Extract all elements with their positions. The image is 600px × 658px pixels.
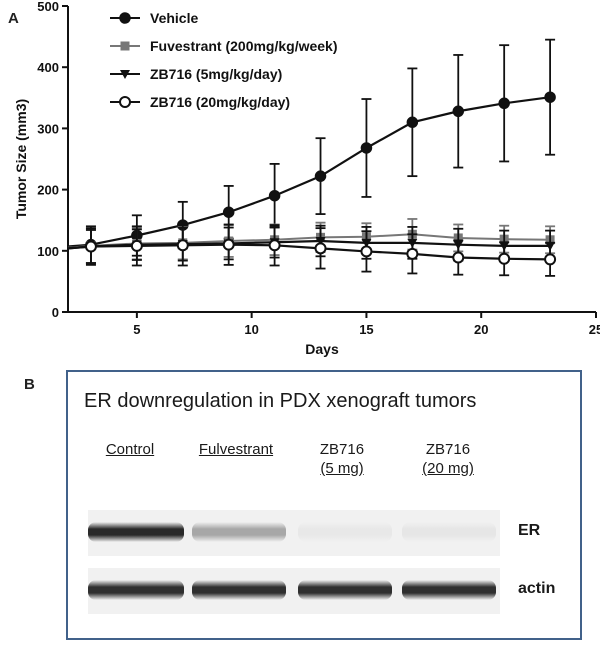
- er-band-control: [88, 522, 184, 542]
- data-point: [360, 142, 373, 154]
- data-point: [360, 245, 373, 258]
- actin-band-fulvestrant: [192, 580, 286, 600]
- series-line-0: [67, 96, 551, 248]
- data-point: [268, 189, 281, 202]
- legend-entry: Vehicle: [150, 10, 198, 26]
- data-point: [314, 170, 327, 182]
- actin-band-control: [88, 580, 184, 600]
- data-point: [544, 91, 556, 103]
- legend-marker: [120, 70, 130, 79]
- legend-marker: [120, 41, 130, 51]
- x-axis-label: Days: [305, 341, 339, 357]
- legend-marker: [119, 96, 131, 108]
- data-point: [222, 206, 235, 218]
- lane-label-control: Control: [105, 441, 155, 458]
- legend-entry: ZB716 (5mg/kg/day): [150, 66, 282, 82]
- y-tick-label: 300: [37, 121, 59, 136]
- actin-band-zb716-5mg: [298, 580, 392, 600]
- x-tick-label: 5: [133, 322, 140, 337]
- data-point: [130, 239, 143, 252]
- actin-band-zb716-20mg: [402, 580, 496, 600]
- row-label-actin: actin: [518, 580, 556, 597]
- data-point: [498, 252, 511, 265]
- data-point: [268, 239, 281, 252]
- y-tick-label: 0: [52, 305, 59, 320]
- legend-entry: ZB716 (20mg/kg/day): [150, 94, 290, 110]
- lane-label-fulvestrant: Fulvestrant: [198, 441, 274, 458]
- y-axis-label: Tumor Size (mm3): [13, 99, 29, 219]
- x-tick-label: 15: [359, 322, 373, 337]
- western-blot-panel: ER downregulation in PDX xenograft tumor…: [66, 370, 582, 640]
- data-point: [222, 238, 235, 251]
- tumor-growth-chart: 5 10 15 20 25 0 100 200 300 400 500 Days Tumor Size …: [13, 0, 600, 357]
- data-point: [544, 253, 557, 266]
- er-band-zb716-5mg: [298, 522, 392, 542]
- panel-b-letter: B: [24, 376, 35, 393]
- data-point: [176, 239, 189, 252]
- actin-band-strip: [88, 568, 500, 614]
- lane-label-zb716-20mg: ZB716 (20 mg): [422, 441, 474, 477]
- legend-marker: [119, 12, 131, 24]
- data-point: [406, 116, 419, 129]
- y-tick-label: 200: [37, 183, 59, 198]
- data-point: [452, 251, 465, 264]
- data-point: [84, 240, 97, 253]
- er-band-zb716-20mg: [402, 522, 496, 542]
- x-tick-label: 25: [589, 322, 600, 337]
- series-line-1: [67, 233, 551, 249]
- data-point: [498, 97, 510, 110]
- data-point: [406, 247, 419, 260]
- x-tick-label: 20: [474, 322, 488, 337]
- x-tick-label: 10: [244, 322, 258, 337]
- er-band-strip: [88, 510, 500, 556]
- legend-entry: Fuvestrant (200mg/kg/week): [150, 38, 338, 54]
- blot-title: ER downregulation in PDX xenograft tumor…: [84, 390, 477, 412]
- data-point: [452, 105, 465, 118]
- y-tick-label: 100: [37, 244, 59, 259]
- data-point: [314, 242, 327, 255]
- er-band-fulvestrant: [192, 522, 286, 542]
- y-tick-label: 500: [37, 0, 59, 14]
- series-line-3: [67, 243, 551, 261]
- row-label-er: ER: [518, 522, 541, 539]
- y-tick-label: 400: [37, 60, 59, 75]
- lane-label-zb716-5mg: ZB716 (5 mg): [319, 441, 365, 477]
- panel-a-letter: A: [8, 10, 19, 27]
